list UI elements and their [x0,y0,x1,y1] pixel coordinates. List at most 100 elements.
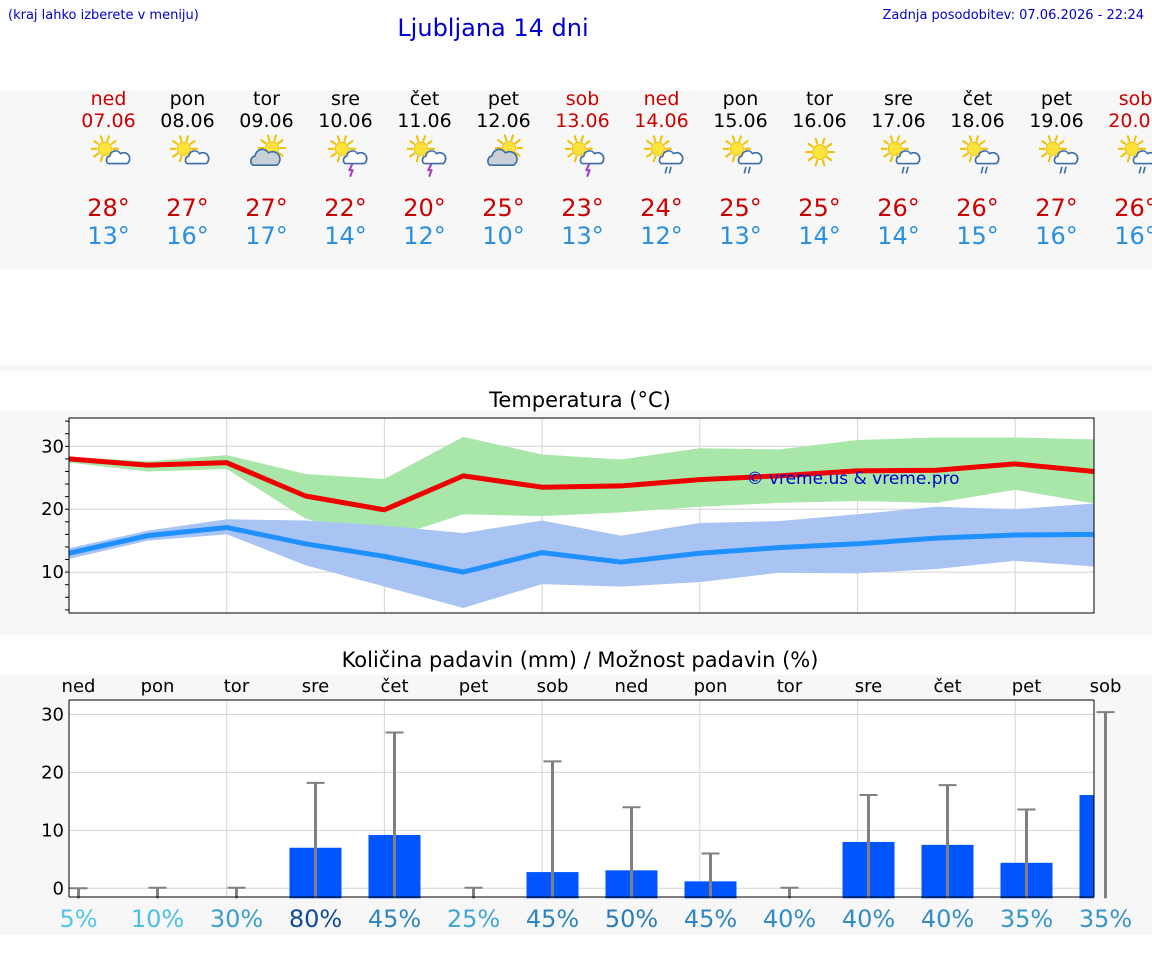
precip-chance: 35% [1078,905,1133,933]
day-column: čet 18.06 26° 15° [938,88,1017,250]
temp-min: 14° [324,222,367,250]
sun-rain-icon [880,135,921,174]
sun-rain-icon [643,135,684,174]
precip-chance: 80% [288,905,343,933]
sun-thunder-icon [564,135,605,178]
forecast-strip: ned 07.06 28° 13° pon 08.06 27° 16° tor 09.06 27° 1… [30,88,1152,250]
cloud-sun-icon [249,134,286,167]
page-title: Ljubljana 14 dni [397,14,589,42]
temp-min: 12° [640,222,683,250]
temp-max: 20° [403,194,446,222]
x-tick-label: sob [537,676,569,697]
temp-min: 16° [1035,222,1078,250]
temp-min: 10° [482,222,525,250]
day-date: 13.06 [555,110,610,132]
temp-min: 13° [87,222,130,250]
x-tick-label: pet [459,676,489,697]
sun-rain-icon [959,135,1000,174]
temp-max: 24° [640,194,683,222]
precip-chance: 45% [525,905,580,933]
precip-chance: 30% [209,905,264,933]
sun-rain-icon [722,135,763,174]
precip-chance: 45% [683,905,738,933]
x-tick-label: pon [141,676,175,697]
temp-max: 26° [877,194,920,222]
precip-chance: 50% [604,905,659,933]
day-column: sob 13.06 23° 13° [543,88,622,250]
day-name: pon [722,88,759,110]
precip-chance: 40% [762,905,817,933]
temp-max: 28° [87,194,130,222]
temperature-chart-title: Temperatura (°C) [489,388,671,412]
forecast-band [0,90,1152,270]
day-name: pon [169,88,206,110]
temp-max: 25° [719,194,762,222]
day-name: sob [565,88,600,110]
day-column: sre 10.06 22° 14° [306,88,385,250]
temp-max: 27° [245,194,288,222]
precip-chance: 25% [446,905,501,933]
precip-chance: 45% [367,905,422,933]
temp-min: 14° [877,222,920,250]
precip-chance: 10% [130,905,185,933]
day-column: sre 17.06 26° 14° [859,88,938,250]
temp-max: 23° [561,194,604,222]
day-date: 19.06 [1029,110,1084,132]
y-tick-label: 10 [41,820,64,841]
day-date: 16.06 [792,110,847,132]
y-tick-label: 30 [41,704,64,725]
temp-min: 17° [245,222,288,250]
day-name: tor [806,88,833,110]
day-name: pet [487,88,520,110]
day-column: ned 07.06 28° 13° [69,88,148,250]
temp-min: 15° [956,222,999,250]
day-date: 14.06 [634,110,689,132]
day-column: pet 12.06 25° 10° [464,88,543,250]
sun-icon [804,137,835,167]
temp-min: 14° [798,222,841,250]
day-name: ned [643,88,680,110]
y-tick-label: 0 [53,878,64,899]
day-name: pet [1040,88,1073,110]
day-column: pon 08.06 27° 16° [148,88,227,250]
day-name: ned [90,88,127,110]
plot-frame [68,417,1095,614]
temp-max: 27° [166,194,209,222]
day-column: tor 09.06 27° 17° [227,88,306,250]
day-column: čet 11.06 20° 12° [385,88,464,250]
day-name: sob [1118,88,1152,110]
x-tick-label: pet [1012,676,1042,697]
y-tick-label: 20 [41,762,64,783]
day-name: čet [962,88,993,110]
x-tick-label: sre [855,676,882,697]
min-temp-line [68,524,1095,575]
precip-chance: 5% [59,905,98,933]
x-tick-label: čet [933,676,961,697]
temp-max: 26° [1114,194,1152,222]
sun-cloud-icon [169,135,210,165]
sun-rain-icon [1117,135,1152,174]
temp-max: 25° [482,194,525,222]
day-column: ned 14.06 24° 12° [622,88,701,250]
day-date: 15.06 [713,110,768,132]
day-name: sre [884,88,913,110]
x-tick-label: sob [1090,676,1122,697]
temperature-chart: 10 20 30 © vreme.us & vreme.pro [41,417,1095,614]
day-name: sre [331,88,360,110]
x-tick-label: tor [224,676,250,697]
sun-thunder-icon [406,135,447,178]
day-date: 12.06 [476,110,531,132]
temp-min: 16° [166,222,209,250]
temp-max: 27° [1035,194,1078,222]
y-tick-label: 10 [41,562,64,583]
x-tick-label: ned [615,676,649,697]
separator-band [0,365,1152,371]
temp-min: 16° [1114,222,1152,250]
sun-thunder-icon [327,135,368,178]
temp-min: 13° [561,222,604,250]
precip-chart: 0 10 20 30 ned pon tor sre čet pet sob ned pon tor sre… [41,676,1122,899]
x-tick-label: čet [380,676,408,697]
day-date: 18.06 [950,110,1005,132]
temp-max: 22° [324,194,367,222]
precip-chart-title: Količina padavin (mm) / Možnost padavin … [341,648,819,672]
